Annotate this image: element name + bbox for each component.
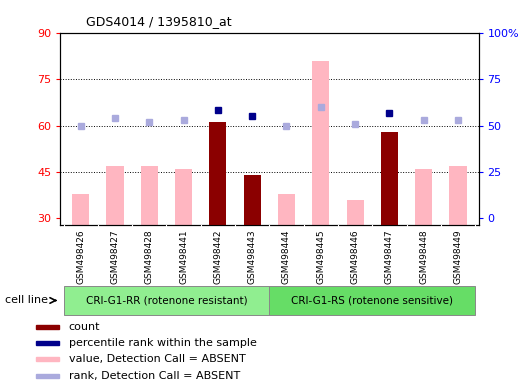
Text: GSM498427: GSM498427 bbox=[110, 229, 120, 284]
Bar bbox=[209, 122, 226, 225]
Text: cell line: cell line bbox=[5, 295, 48, 306]
Text: value, Detection Call = ABSENT: value, Detection Call = ABSENT bbox=[69, 354, 245, 364]
Bar bbox=[107, 166, 123, 225]
FancyBboxPatch shape bbox=[269, 286, 475, 315]
Bar bbox=[312, 61, 329, 225]
Bar bbox=[449, 166, 467, 225]
Bar bbox=[36, 374, 59, 377]
Text: GSM498447: GSM498447 bbox=[385, 229, 394, 284]
Text: GSM498448: GSM498448 bbox=[419, 229, 428, 284]
Bar bbox=[278, 194, 295, 225]
Text: GSM498441: GSM498441 bbox=[179, 229, 188, 284]
Text: GSM498443: GSM498443 bbox=[248, 229, 257, 284]
Bar bbox=[244, 175, 261, 225]
Text: GSM498449: GSM498449 bbox=[453, 229, 462, 284]
Text: GSM498428: GSM498428 bbox=[145, 229, 154, 284]
Text: percentile rank within the sample: percentile rank within the sample bbox=[69, 338, 256, 348]
Bar bbox=[347, 200, 363, 225]
Text: GSM498445: GSM498445 bbox=[316, 229, 325, 284]
Bar bbox=[72, 194, 89, 225]
Text: rank, Detection Call = ABSENT: rank, Detection Call = ABSENT bbox=[69, 371, 240, 381]
Text: GSM498444: GSM498444 bbox=[282, 229, 291, 284]
Bar bbox=[381, 132, 398, 225]
Text: CRI-G1-RR (rotenone resistant): CRI-G1-RR (rotenone resistant) bbox=[86, 295, 247, 306]
Bar bbox=[175, 169, 192, 225]
Text: GSM498442: GSM498442 bbox=[213, 229, 222, 284]
Text: GSM498426: GSM498426 bbox=[76, 229, 85, 284]
FancyBboxPatch shape bbox=[64, 286, 269, 315]
Bar bbox=[36, 357, 59, 361]
Text: GDS4014 / 1395810_at: GDS4014 / 1395810_at bbox=[86, 15, 232, 28]
Bar bbox=[36, 341, 59, 345]
Bar bbox=[141, 166, 158, 225]
Text: GSM498446: GSM498446 bbox=[350, 229, 360, 284]
Text: CRI-G1-RS (rotenone sensitive): CRI-G1-RS (rotenone sensitive) bbox=[291, 295, 453, 306]
Text: count: count bbox=[69, 321, 100, 332]
Bar bbox=[36, 324, 59, 329]
Bar bbox=[415, 169, 432, 225]
